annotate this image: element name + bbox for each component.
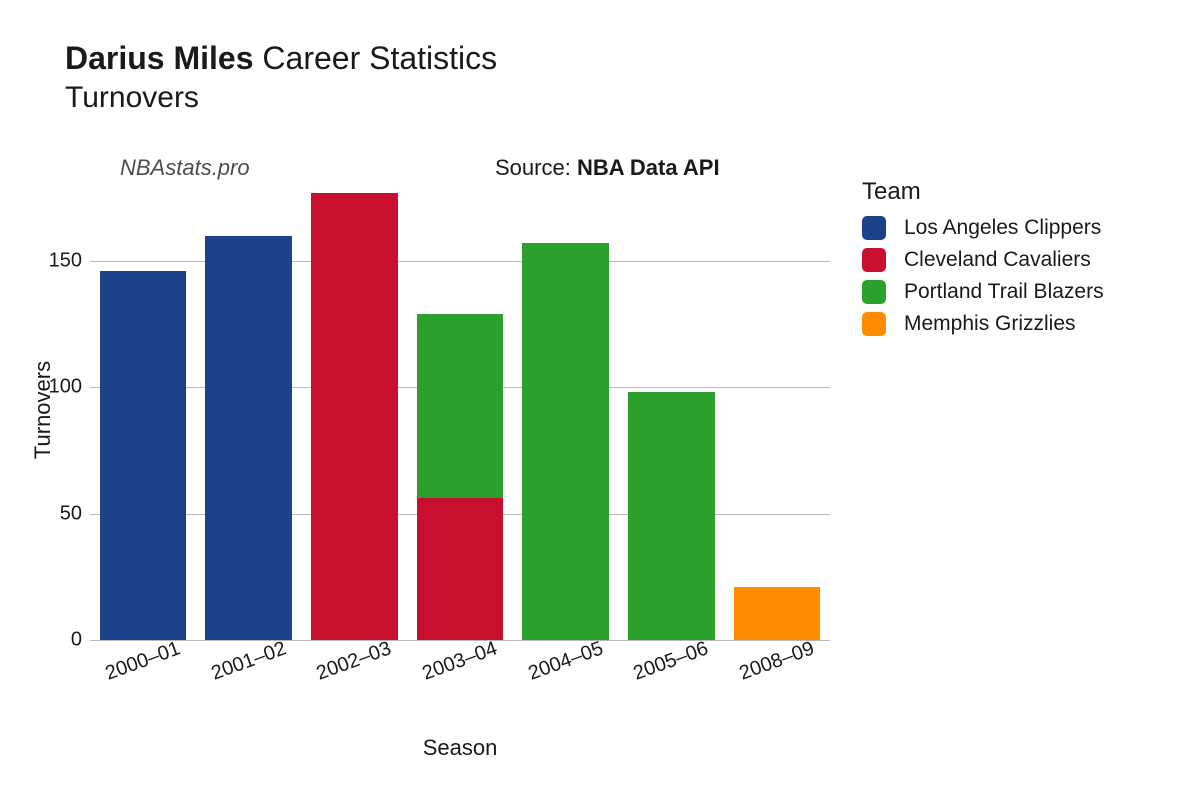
y-tick-label: 50 — [22, 502, 82, 525]
legend-item: Memphis Grizzlies — [862, 312, 1104, 336]
bar-segment — [417, 498, 504, 640]
x-axis-label: Season — [90, 735, 830, 761]
bar-segment — [205, 236, 292, 640]
legend-swatch — [862, 312, 886, 336]
legend-swatch — [862, 280, 886, 304]
legend-label: Memphis Grizzlies — [904, 312, 1076, 336]
legend-label: Portland Trail Blazers — [904, 280, 1104, 304]
bar-segment — [417, 314, 504, 499]
bar-segment — [100, 271, 187, 640]
y-tick-label: 100 — [22, 376, 82, 399]
x-tick-label: 2003–04 — [409, 634, 511, 690]
bar — [417, 314, 504, 640]
chart-title-block: Darius Miles Career Statistics Turnovers — [65, 40, 497, 115]
bar-segment — [628, 392, 715, 640]
x-tick-label: 2004–05 — [515, 634, 617, 690]
chart-container: Darius Miles Career Statistics Turnovers… — [0, 0, 1200, 800]
bar — [100, 271, 187, 640]
source-prefix: Source: — [495, 155, 577, 180]
legend-item: Portland Trail Blazers — [862, 280, 1104, 304]
legend-swatch — [862, 216, 886, 240]
legend-item: Cleveland Cavaliers — [862, 248, 1104, 272]
bar — [628, 392, 715, 640]
bar-segment — [522, 243, 609, 640]
bar-segment — [311, 193, 398, 640]
x-tick-label: 2002–03 — [303, 634, 405, 690]
y-tick-label: 0 — [22, 629, 82, 652]
legend: Team Los Angeles Clippers Cleveland Caval… — [862, 178, 1104, 344]
bar — [311, 193, 398, 640]
source-name: NBA Data API — [577, 155, 720, 180]
legend-label: Los Angeles Clippers — [904, 216, 1101, 240]
bar — [734, 587, 821, 640]
legend-swatch — [862, 248, 886, 272]
x-tick-label: 2005–06 — [621, 634, 723, 690]
x-tick-label: 2001–02 — [198, 634, 300, 690]
bar — [522, 243, 609, 640]
plot-area: 050100150 — [90, 185, 830, 640]
bar — [205, 236, 292, 640]
x-tick-label: 2008–09 — [726, 634, 828, 690]
legend-title: Team — [862, 178, 1104, 206]
chart-title-line1: Darius Miles Career Statistics — [65, 40, 497, 77]
bar-segment — [734, 587, 821, 640]
legend-label: Cleveland Cavaliers — [904, 248, 1091, 272]
x-tick-label: 2000–01 — [92, 634, 194, 690]
watermark: NBAstats.pro — [120, 155, 250, 181]
player-name: Darius Miles — [65, 40, 254, 76]
source-attribution: Source: NBA Data API — [495, 155, 720, 181]
gridline — [90, 261, 830, 262]
stat-heading: Career Statistics — [262, 40, 497, 76]
y-tick-label: 150 — [22, 249, 82, 272]
legend-item: Los Angeles Clippers — [862, 216, 1104, 240]
gridline — [90, 640, 830, 641]
chart-title-metric: Turnovers — [65, 81, 497, 115]
